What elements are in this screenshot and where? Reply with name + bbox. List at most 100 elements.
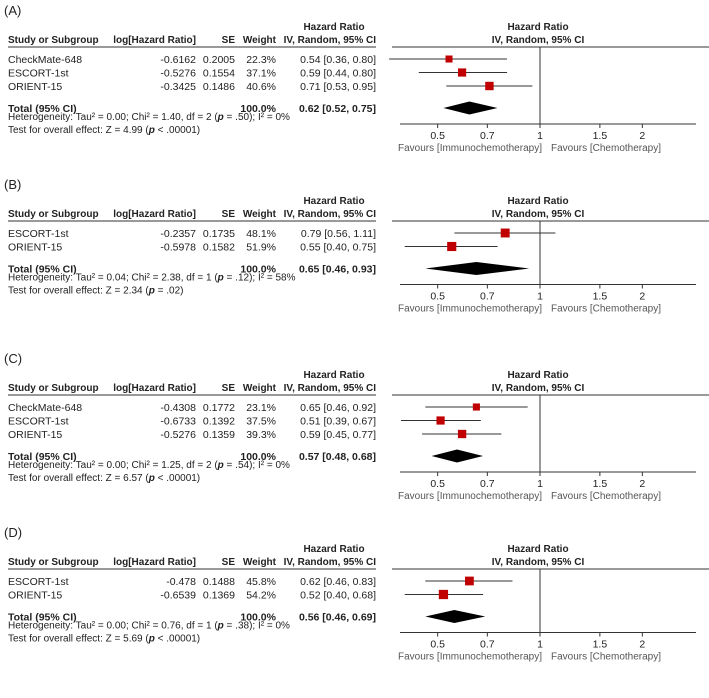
header-se: SE	[222, 35, 236, 46]
total-label: Total (95% CI)	[8, 451, 77, 463]
study-name: CheckMate-648	[8, 402, 82, 414]
header-se: SE	[222, 209, 236, 220]
favours-right-label: Favours [Chemotherapy]	[551, 491, 661, 502]
total-weight: 100.0%	[240, 103, 276, 115]
heterogeneity-text: Heterogeneity: Tau² = 0.00; Chi² = 1.25,…	[8, 460, 290, 471]
overall-effect-text: Test for overall effect: Z = 2.34 (p = .…	[8, 286, 183, 297]
x-tick-label: 1	[537, 478, 543, 490]
heterogeneity-p: p	[217, 112, 224, 123]
hr-ci-value: 0.55 [0.40, 0.75]	[300, 242, 376, 254]
favours-right-label: Favours [Chemotherapy]	[551, 304, 661, 315]
weight-value: 40.6%	[246, 81, 276, 93]
favours-left-label: Favours [Immunochemotherapy]	[398, 143, 542, 154]
se-value: 0.1735	[203, 228, 235, 240]
overall-effect-text: Test for overall effect: Z = 6.57 (p < .…	[8, 473, 200, 484]
log-hr-value: -0.4308	[160, 402, 196, 414]
se-value: 0.1582	[203, 242, 235, 254]
total-hr-ci: 0.56 [0.46, 0.69]	[299, 612, 376, 624]
weight-value: 51.9%	[246, 242, 276, 254]
weight-value: 37.5%	[246, 416, 276, 428]
x-tick-label: 1.5	[593, 291, 608, 303]
x-tick-label: 1	[537, 291, 543, 303]
header-hazard-ratio: Hazard Ratio	[303, 22, 364, 33]
plot-header-hazard-ratio: Hazard Ratio	[507, 196, 568, 207]
pooled-diamond	[443, 101, 498, 115]
plot-header-hazard-ratio: Hazard Ratio	[507, 370, 568, 381]
header-hazard-ratio: Hazard Ratio	[303, 196, 364, 207]
study-name: ORIENT-15	[8, 429, 62, 441]
panel-label: (D)	[4, 525, 22, 540]
weight-value: 22.3%	[246, 54, 276, 66]
se-value: 0.1359	[203, 429, 235, 441]
header-ci: IV, Random, 95% CI	[284, 35, 377, 46]
pooled-diamond	[425, 610, 486, 623]
total-label: Total (95% CI)	[8, 612, 77, 624]
x-tick-label: 0.5	[430, 130, 445, 142]
header-ci: IV, Random, 95% CI	[284, 209, 377, 220]
log-hr-value: -0.5978	[160, 242, 196, 254]
se-value: 0.1554	[203, 68, 235, 80]
total-hr-ci: 0.57 [0.48, 0.68]	[299, 451, 376, 463]
log-hr-value: -0.6733	[160, 416, 196, 428]
header-se: SE	[222, 557, 236, 568]
log-hr-value: -0.5276	[160, 429, 196, 441]
point-estimate-marker	[457, 429, 467, 439]
x-tick-label: 1.5	[593, 478, 608, 490]
log-hr-value: -0.3425	[160, 81, 196, 93]
favours-left-label: Favours [Immunochemotherapy]	[398, 652, 542, 663]
x-tick-label: 2	[639, 291, 645, 303]
point-estimate-marker	[485, 81, 494, 91]
point-estimate-marker	[445, 55, 453, 63]
x-tick-label: 0.7	[480, 291, 495, 303]
point-estimate-marker	[500, 228, 510, 238]
hr-ci-value: 0.65 [0.46, 0.92]	[300, 402, 376, 414]
overall-effect-rest: = .02)	[155, 286, 184, 297]
overall-effect-prefix: Test for overall effect: Z = 4.99 (	[8, 125, 149, 136]
favours-left-label: Favours [Immunochemotherapy]	[398, 491, 542, 502]
heterogeneity-p: p	[217, 273, 224, 284]
heterogeneity-text: Heterogeneity: Tau² = 0.04; Chi² = 2.38,…	[8, 273, 296, 284]
weight-value: 39.3%	[246, 429, 276, 441]
heterogeneity-rest: = .54); I² = 0%	[224, 460, 290, 471]
weight-value: 48.1%	[246, 228, 276, 240]
header-weight: Weight	[243, 209, 277, 220]
se-value: 0.1486	[203, 81, 235, 93]
heterogeneity-p: p	[217, 621, 224, 632]
header-study: Study or Subgroup	[8, 557, 99, 568]
header-log-hr: log[Hazard Ratio]	[113, 557, 196, 568]
overall-effect-p: p	[148, 634, 155, 645]
header-hazard-ratio: Hazard Ratio	[303, 544, 364, 555]
se-value: 0.1772	[203, 402, 235, 414]
hr-ci-value: 0.59 [0.44, 0.80]	[300, 68, 376, 80]
total-label: Total (95% CI)	[8, 103, 77, 115]
panel-label: (C)	[4, 351, 22, 366]
heterogeneity-text: Heterogeneity: Tau² = 0.00; Chi² = 0.76,…	[8, 621, 290, 632]
x-tick-label: 2	[639, 130, 645, 142]
overall-effect-p: p	[148, 125, 155, 136]
overall-effect-prefix: Test for overall effect: Z = 5.69 (	[8, 634, 149, 645]
x-tick-label: 1	[537, 639, 543, 651]
x-tick-label: 0.7	[480, 478, 495, 490]
overall-effect-rest: < .00001)	[155, 634, 200, 645]
favours-left-label: Favours [Immunochemotherapy]	[398, 304, 542, 315]
forest-panel: (D) Hazard Ratio Hazard Ratio Study or Subg…	[4, 525, 709, 663]
x-tick-label: 1	[537, 130, 543, 142]
weight-value: 54.2%	[246, 590, 276, 602]
header-log-hr: log[Hazard Ratio]	[113, 209, 196, 220]
study-name: CheckMate-648	[8, 54, 82, 66]
study-name: ESCORT-1st	[8, 228, 69, 240]
point-estimate-marker	[472, 403, 480, 411]
panel-label: (B)	[4, 177, 21, 192]
hr-ci-value: 0.59 [0.45, 0.77]	[300, 429, 376, 441]
heterogeneity-text: Heterogeneity: Tau² = 0.00; Chi² = 1.40,…	[8, 112, 290, 123]
log-hr-value: -0.478	[166, 576, 196, 588]
point-estimate-marker	[447, 241, 457, 252]
point-estimate-marker	[465, 576, 474, 586]
plot-header-hazard-ratio: Hazard Ratio	[507, 22, 568, 33]
overall-effect-rest: < .00001)	[155, 473, 200, 484]
pooled-diamond	[425, 262, 530, 275]
x-tick-label: 0.7	[480, 639, 495, 651]
forest-panel: (C) Hazard Ratio Hazard Ratio Study or Subg…	[4, 351, 709, 502]
header-study: Study or Subgroup	[8, 209, 99, 220]
